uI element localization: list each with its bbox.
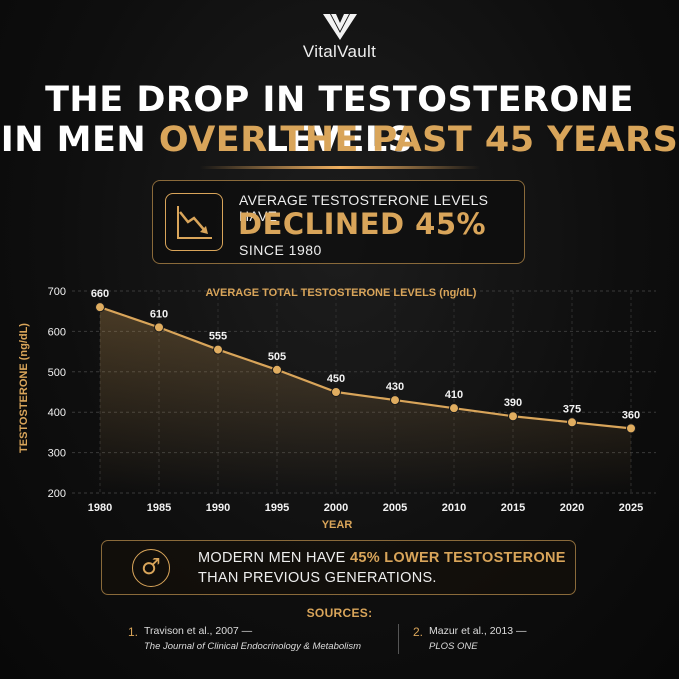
data-point: [95, 302, 105, 313]
headline-line1: THE DROP IN TESTOSTERONE LEVELS: [45, 80, 634, 160]
data-label: 660: [91, 288, 109, 300]
x-tick-label: 2015: [501, 502, 525, 514]
data-point: [213, 344, 223, 355]
chart-marks: 660 610 555 505 450 430 410 390 375 360: [91, 288, 640, 434]
source-citation: Mazur et al., 2013 —: [429, 625, 527, 637]
x-tick-label: 2005: [383, 502, 407, 514]
vitalvault-logo-icon: [322, 14, 357, 40]
source-item-1: 1. Travison et al., 2007 — The Journal o…: [128, 625, 408, 659]
message-highlight: 45% LOWER TESTOSTERONE: [349, 550, 566, 566]
x-tick-label: 1990: [206, 502, 230, 514]
x-tick-label: 2025: [619, 502, 643, 514]
trend-down-icon: [165, 193, 223, 251]
y-tick-label: 200: [48, 488, 66, 500]
data-label: 505: [268, 351, 286, 363]
source-journal: The Journal of Clinical Endocrinology & …: [144, 641, 362, 652]
data-label: 555: [209, 331, 227, 343]
message-line1: MODERN MEN HAVE 45% LOWER TESTOSTERONE: [198, 550, 566, 566]
x-tick-label: 1985: [147, 502, 171, 514]
message-callout: ♂ MODERN MEN HAVE 45% LOWER TESTOSTERONE…: [101, 540, 576, 595]
headline-line2-gold: OVER THE PAST 45 YEARS: [158, 120, 679, 160]
data-label: 610: [150, 308, 168, 320]
stat-line3: SINCE 1980: [239, 242, 322, 258]
sources-divider: [398, 624, 399, 654]
y-axis-title: TESTOSTERONE (ng/dL): [18, 323, 30, 453]
y-tick-label: 700: [48, 286, 66, 298]
x-tick-label: 2010: [442, 502, 466, 514]
data-point: [331, 387, 341, 397]
data-label: 410: [445, 389, 463, 401]
y-tick-label: 500: [48, 367, 66, 379]
headline-line2: IN MEN OVER THE PAST 45 YEARS: [0, 120, 679, 160]
source-citation: Travison et al., 2007 —: [144, 625, 253, 637]
message-line2: THAN PREVIOUS GENERATIONS.: [198, 570, 437, 586]
sources-title: SOURCES:: [306, 606, 373, 620]
source-number: 1.: [128, 625, 139, 639]
y-tick-label: 600: [48, 326, 66, 338]
chart-title: AVERAGE TOTAL TESTOSTERONE LEVELS (ng/dL…: [206, 287, 477, 299]
message-line1-text: MODERN MEN HAVE: [198, 550, 350, 566]
x-tick-label: 2020: [560, 502, 584, 514]
x-axis-title: YEAR: [322, 519, 353, 531]
data-point: [154, 322, 164, 333]
data-point: [449, 403, 459, 414]
source-number: 2.: [413, 625, 424, 639]
chart-area-fill: [100, 307, 631, 493]
y-tick-label: 400: [48, 407, 66, 419]
data-point: [508, 411, 518, 422]
data-label: 450: [327, 373, 345, 385]
source-journal: PLOS ONE: [429, 641, 478, 652]
chart-series-line: [99, 306, 632, 430]
x-tick-label: 1995: [265, 502, 289, 514]
data-label: 430: [386, 381, 404, 393]
data-label: 360: [622, 409, 640, 421]
male-symbol-icon: ♂: [132, 549, 170, 587]
data-point: [567, 417, 577, 428]
stat-line1: AVERAGE TESTOSTERONE LEVELS HAVE: [239, 192, 489, 224]
data-point: [272, 364, 282, 375]
stat-callout: AVERAGE TESTOSTERONE LEVELS HAVE DECLINE…: [152, 180, 525, 264]
brand-name: VitalVault: [302, 42, 377, 61]
stat-headline: DECLINED 45%: [238, 207, 487, 241]
data-point: [626, 423, 636, 434]
source-item-2: 2. Mazur et al., 2013 — PLOS ONE: [413, 625, 563, 659]
headline-line2-white: IN MEN: [0, 120, 159, 160]
data-label: 390: [504, 397, 522, 409]
headline-glow-divider: [200, 166, 480, 169]
brand-logo: VitalVault: [0, 14, 679, 62]
data-label: 375: [563, 403, 581, 415]
y-tick-label: 300: [48, 448, 66, 460]
testosterone-line-chart: 200 300 400 500 600 700 1980 1985 1990 1995 2000 20…: [18, 286, 656, 531]
x-tick-label: 2000: [324, 502, 348, 514]
data-point: [390, 395, 400, 406]
x-tick-label: 1980: [88, 502, 112, 514]
